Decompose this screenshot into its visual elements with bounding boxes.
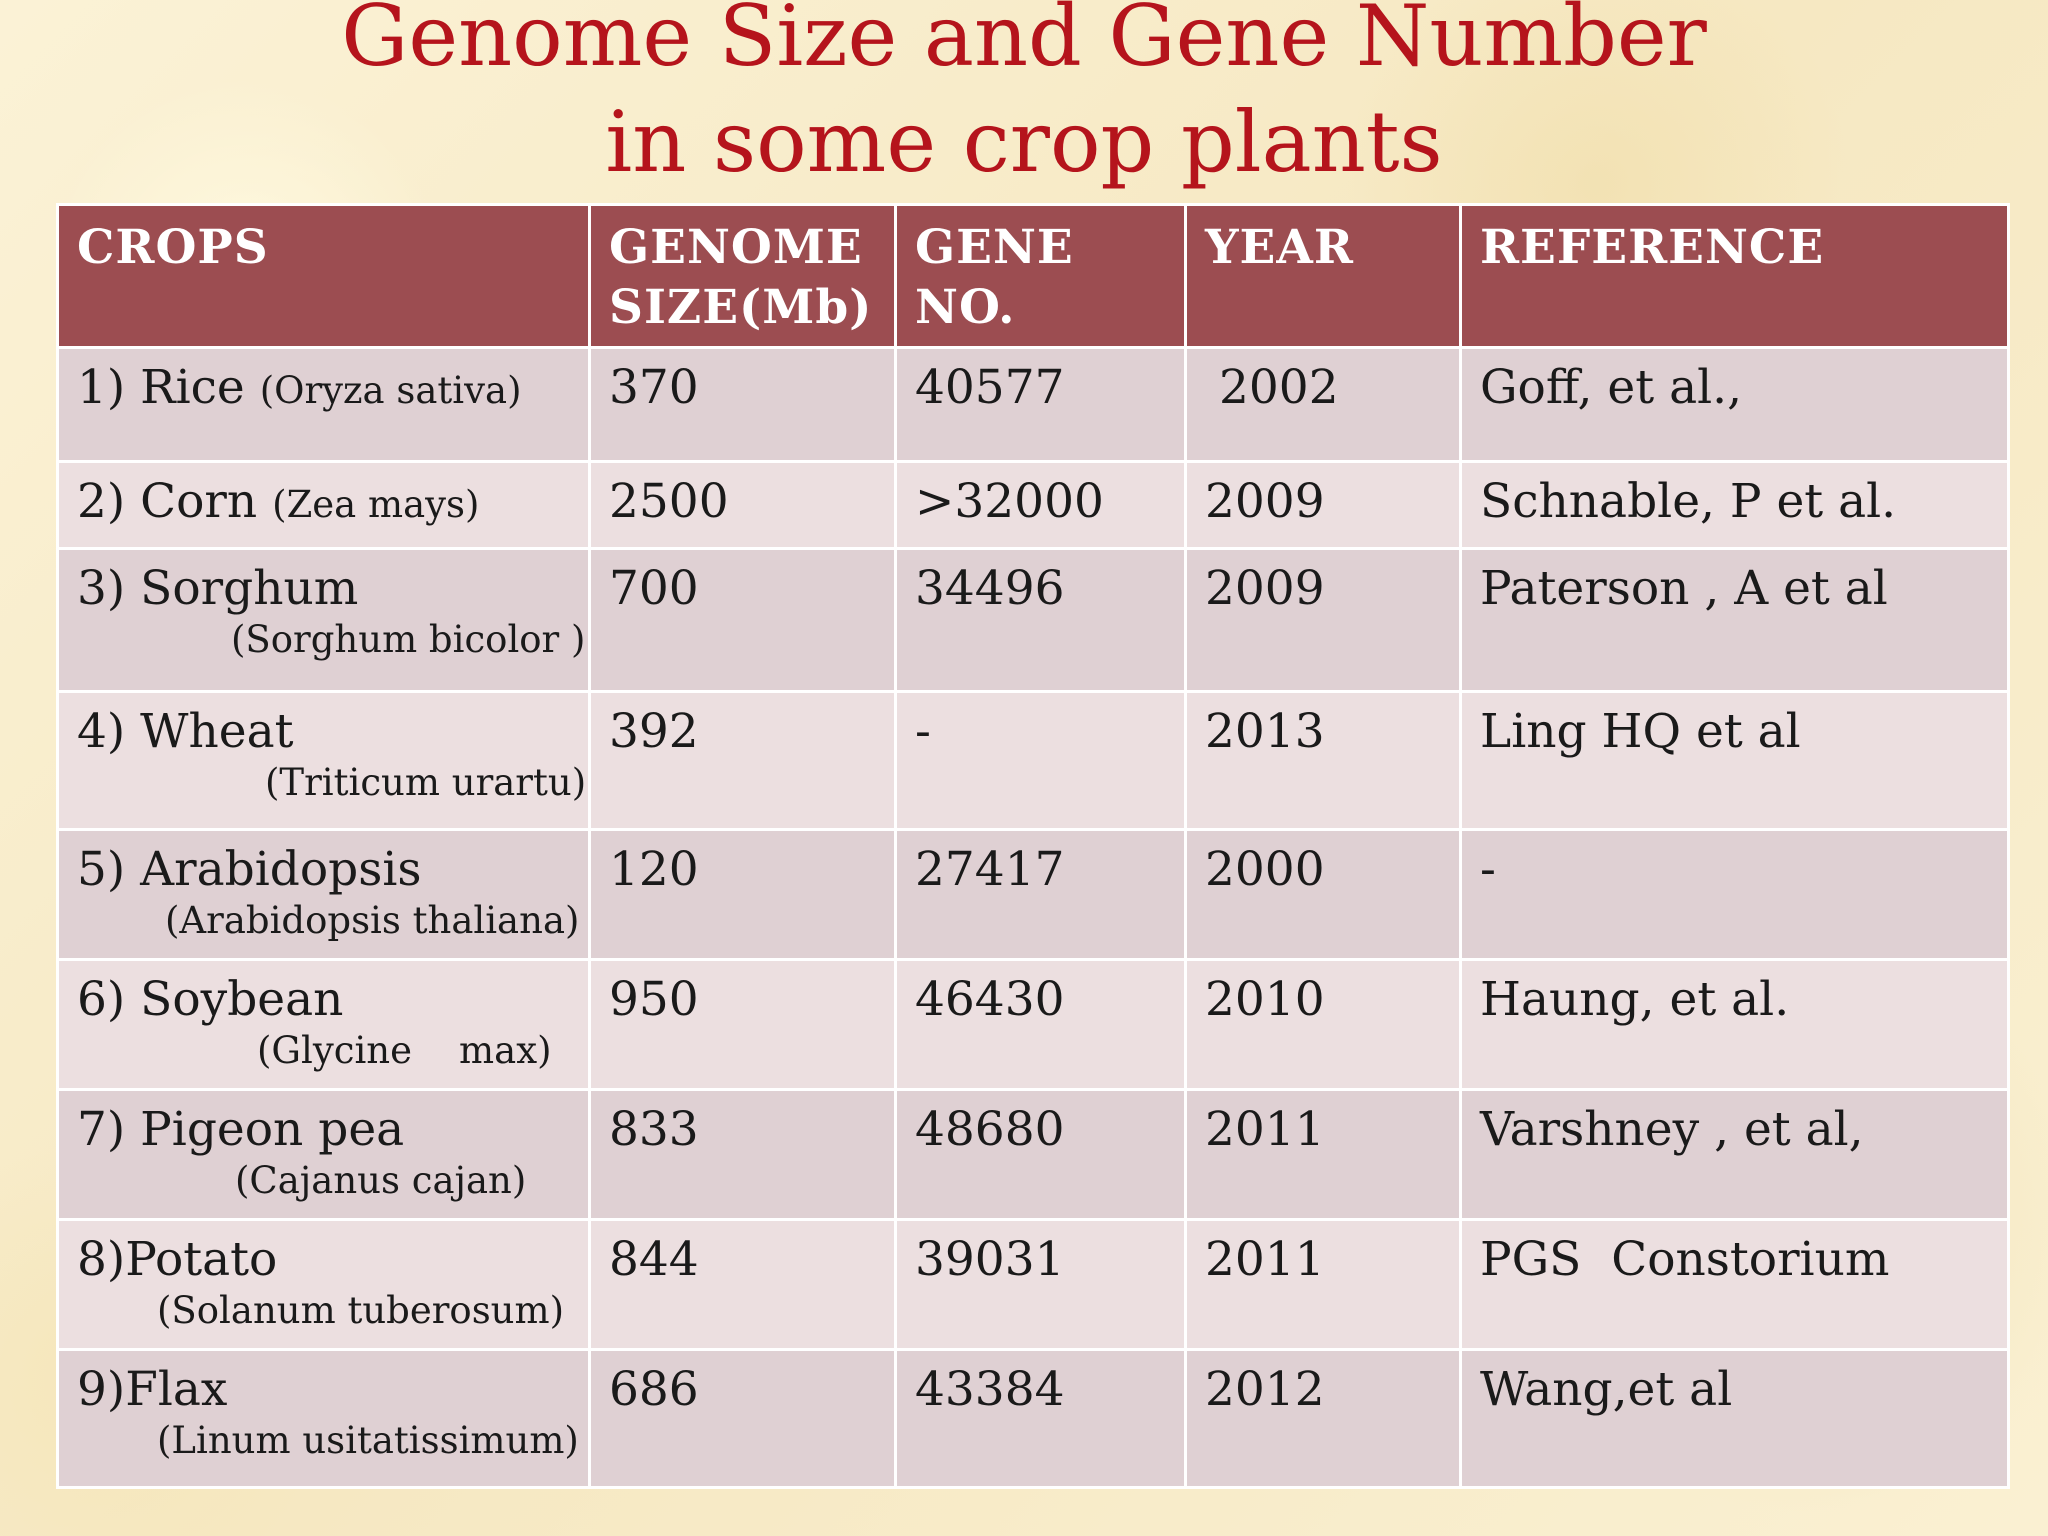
header-reference: REFERENCE — [1459, 203, 2010, 349]
genome-size-cell: 370 — [588, 346, 897, 463]
crop-name: 2) Corn — [77, 474, 258, 529]
reference-cell: Ling HQ et al — [1459, 690, 2010, 831]
crop-name: 9)Flax — [77, 1362, 228, 1417]
table-row: 4) Wheat (Triticum urartu) 392 - 2013 Lin… — [56, 690, 2010, 831]
reference-cell: Haung, et al. — [1459, 958, 2010, 1091]
crop-scientific-name: (Cajanus cajan) — [235, 1159, 527, 1202]
crop-name: 4) Wheat — [77, 704, 294, 759]
reference-cell: - — [1459, 828, 2010, 961]
crop-name: 5) Arabidopsis — [77, 842, 422, 897]
year-cell: 2013 — [1184, 690, 1462, 831]
header-year: YEAR — [1184, 203, 1462, 349]
slide-title-line-1: Genome Size and Gene Number — [341, 0, 1707, 85]
genome-size-cell: 120 — [588, 828, 897, 961]
genome-table: CROPS GENOME SIZE(Mb) GENE NO. YEAR REFERE… — [56, 203, 2010, 1489]
crop-cell: 8)Potato (Solanum tuberosum) — [56, 1218, 591, 1351]
crop-cell: 2) Corn (Zea mays) — [56, 460, 591, 550]
crop-name: 6) Soybean — [77, 972, 344, 1027]
crop-scientific-name: (Arabidopsis thaliana) — [165, 899, 580, 942]
crop-name: 7) Pigeon pea — [77, 1102, 405, 1157]
crop-cell: 1) Rice (Oryza sativa) — [56, 346, 591, 463]
reference-cell: PGS Constorium — [1459, 1218, 2010, 1351]
table-header-row: CROPS GENOME SIZE(Mb) GENE NO. YEAR REFERE… — [56, 203, 2010, 349]
gene-number-cell: 27417 — [894, 828, 1187, 961]
header-crops: CROPS — [56, 203, 591, 349]
gene-number-cell: 34496 — [894, 547, 1187, 693]
table-row: 5) Arabidopsis (Arabidopsis thaliana) 120… — [56, 828, 2010, 961]
gene-number-cell: 43384 — [894, 1348, 1187, 1489]
crop-scientific-name: (Linum usitatissimum) — [157, 1419, 579, 1462]
genome-size-cell: 686 — [588, 1348, 897, 1489]
header-gene-no: GENE NO. — [894, 203, 1187, 349]
table-row: 8)Potato (Solanum tuberosum) 844 39031 20… — [56, 1218, 2010, 1351]
reference-cell: Goff, et al., — [1459, 346, 2010, 463]
gene-number-cell: 39031 — [894, 1218, 1187, 1351]
year-cell: 2009 — [1184, 460, 1462, 550]
genome-size-cell: 833 — [588, 1088, 897, 1221]
year-cell: 2012 — [1184, 1348, 1462, 1489]
gene-number-cell: 48680 — [894, 1088, 1187, 1221]
crop-cell: 4) Wheat (Triticum urartu) — [56, 690, 591, 831]
year-cell: 2011 — [1184, 1088, 1462, 1221]
year-cell: 2010 — [1184, 958, 1462, 1091]
crop-name: 1) Rice — [77, 360, 245, 415]
table-row: 6) Soybean (Glycine max) 950 46430 2010 H… — [56, 958, 2010, 1091]
genome-size-cell: 950 — [588, 958, 897, 1091]
crop-name: 3) Sorghum — [77, 561, 359, 616]
crop-scientific-name: (Glycine max) — [257, 1029, 552, 1072]
table-row: 1) Rice (Oryza sativa) 370 40577 2002 Go… — [56, 346, 2010, 463]
gene-number-cell: 46430 — [894, 958, 1187, 1091]
genome-size-cell: 844 — [588, 1218, 897, 1351]
slide-title-line-2: in some crop plants — [605, 93, 1443, 191]
genome-size-cell: 2500 — [588, 460, 897, 550]
gene-number-cell: 40577 — [894, 346, 1187, 463]
reference-cell: Schnable, P et al. — [1459, 460, 2010, 550]
table-row: 9)Flax (Linum usitatissimum) 686 43384 20… — [56, 1348, 2010, 1489]
table-row: 2) Corn (Zea mays) 2500 >32000 2009 Schn… — [56, 460, 2010, 550]
crop-cell: 5) Arabidopsis (Arabidopsis thaliana) — [56, 828, 591, 961]
table-row: 3) Sorghum (Sorghum bicolor ) 700 34496 2… — [56, 547, 2010, 693]
crop-cell: 9)Flax (Linum usitatissimum) — [56, 1348, 591, 1489]
year-cell: 2011 — [1184, 1218, 1462, 1351]
table-row: 7) Pigeon pea (Cajanus cajan) 833 48680 2… — [56, 1088, 2010, 1221]
gene-number-cell: >32000 — [894, 460, 1187, 550]
header-genome-size: GENOME SIZE(Mb) — [588, 203, 897, 349]
year-cell: 2009 — [1184, 547, 1462, 693]
crop-name: 8)Potato — [77, 1232, 278, 1287]
genome-size-cell: 700 — [588, 547, 897, 693]
reference-cell: Wang,et al — [1459, 1348, 2010, 1489]
reference-cell: Varshney , et al, — [1459, 1088, 2010, 1221]
crop-scientific-name: (Solanum tuberosum) — [157, 1289, 565, 1332]
gene-number-cell: - — [894, 690, 1187, 831]
crop-scientific-name: (Sorghum bicolor ) — [231, 618, 586, 661]
reference-cell: Paterson , A et al — [1459, 547, 2010, 693]
year-cell: 2000 — [1184, 828, 1462, 961]
crop-cell: 6) Soybean (Glycine max) — [56, 958, 591, 1091]
year-cell: 2002 — [1184, 346, 1462, 463]
crop-cell: 7) Pigeon pea (Cajanus cajan) — [56, 1088, 591, 1221]
crop-scientific-name: (Oryza sativa) — [259, 369, 522, 412]
crop-scientific-name: (Triticum urartu) — [265, 761, 587, 804]
genome-size-cell: 392 — [588, 690, 897, 831]
crop-scientific-name: (Zea mays) — [272, 483, 480, 526]
crop-cell: 3) Sorghum (Sorghum bicolor ) — [56, 547, 591, 693]
